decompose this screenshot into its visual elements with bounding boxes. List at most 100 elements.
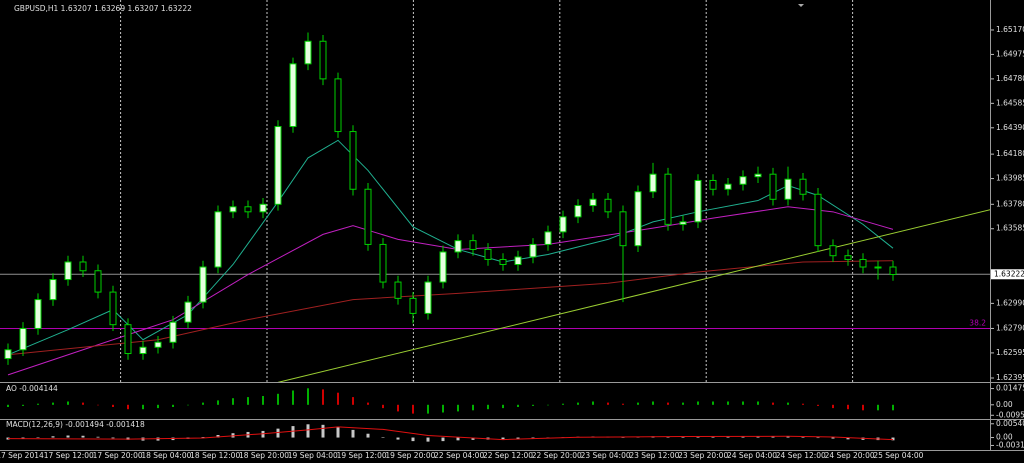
macd-bar [36, 437, 40, 439]
macd-title: MACD(12,26,9) -0.001494 -0.001418 [6, 420, 145, 429]
macd-bar [366, 433, 370, 438]
ao-bar [787, 402, 789, 405]
candle-body [364, 188, 372, 245]
ao-bar [382, 404, 384, 409]
ao-bar [397, 404, 399, 412]
ao-bar [532, 404, 534, 406]
candle-body [844, 255, 852, 260]
candle-body [334, 78, 342, 133]
macd-bar [441, 437, 445, 442]
macd-bar [531, 437, 535, 439]
ao-bar [247, 397, 249, 405]
macd-bar [51, 436, 55, 438]
macd-bar [456, 437, 460, 441]
candle-body [619, 211, 627, 247]
ao-bar [832, 404, 834, 409]
candle-body [529, 243, 537, 258]
y-tick-label: 1.64975 [996, 49, 1024, 58]
ao-bar [187, 404, 189, 406]
macd-bar [321, 424, 325, 438]
macd-bar [771, 436, 775, 438]
candle-body [814, 193, 822, 247]
ao-bar [502, 404, 504, 409]
ao-bar [292, 390, 294, 405]
macd-tick-label: 0.00 [996, 433, 1013, 442]
ao-bar [7, 404, 9, 407]
macd-bar [381, 437, 385, 438]
x-tick-label: 22 Sep 04:00 [434, 451, 484, 460]
ao-bar [607, 402, 609, 405]
candle-body [559, 216, 567, 233]
candle-body [139, 346, 147, 355]
candle-body [199, 266, 207, 303]
x-tick-label: 19 Sep 04:00 [288, 451, 338, 460]
candle-body [574, 205, 582, 218]
macd-bar [411, 437, 415, 442]
ao-bar [82, 402, 84, 405]
candle-body [439, 251, 447, 283]
macd-bar [831, 437, 835, 439]
macd-bar [201, 437, 205, 438]
macd-bar [66, 435, 70, 438]
ao-bar [97, 404, 99, 406]
candle-body [829, 245, 837, 257]
x-tick-label: 24 Sep 04:00 [727, 451, 777, 460]
ao-bar [202, 402, 204, 405]
macd-bar [681, 436, 685, 438]
ao-bar [547, 404, 549, 406]
ao-bar [457, 404, 459, 412]
y-tick-label: 1.64180 [996, 149, 1024, 158]
x-tick-label: 18 Sep 20:00 [239, 451, 289, 460]
candle-body [454, 240, 462, 253]
ao-bar [637, 402, 639, 405]
y-tick-label: 1.63780 [996, 199, 1024, 208]
candle-body [499, 258, 507, 265]
macd-bar [276, 428, 280, 438]
candle-body [874, 266, 882, 269]
macd-bar [396, 437, 400, 440]
candle-body [649, 173, 657, 193]
x-tick-label: 22 Sep 20:00 [532, 451, 582, 460]
x-tick-label: 18 Sep 04:00 [141, 451, 191, 460]
candle-body [409, 297, 417, 314]
ao-bar [172, 404, 174, 407]
ao-bar [757, 401, 759, 405]
ao-bar [112, 404, 114, 407]
x-tick-label: 24 Sep 12:00 [776, 451, 826, 460]
y-tick-label: 1.65170 [996, 25, 1024, 34]
ao-bar [817, 404, 819, 406]
ao-bar [157, 404, 159, 409]
bid-label: 1.63222 [994, 269, 1024, 278]
ao-bar [412, 404, 414, 414]
candle-body [859, 258, 867, 268]
macd-bar [471, 437, 475, 440]
ao-bar [472, 404, 474, 411]
candle-body [544, 231, 552, 245]
ao-bar [862, 404, 864, 411]
ao-bar [727, 401, 729, 405]
macd-bar [306, 424, 310, 438]
macd-bar [786, 436, 790, 438]
ao-bar [217, 400, 219, 405]
y-tick-label: 1.62595 [996, 348, 1024, 357]
macd-tick-label: 0.005409 [996, 419, 1024, 428]
candle-body [379, 243, 387, 283]
candle-body [694, 179, 702, 223]
x-tick-label: 23 Sep 04:00 [581, 451, 631, 460]
x-tick-label: 22 Sep 12:00 [483, 451, 533, 460]
ao-bar [652, 401, 654, 405]
candle-body [799, 178, 807, 195]
ao-bar [22, 404, 24, 406]
ao-bar [712, 401, 714, 405]
macd-bar [96, 436, 100, 438]
candle-body [274, 126, 282, 205]
ao-bar [877, 404, 879, 411]
macd-bar [81, 435, 85, 438]
moving-average [7, 260, 894, 356]
x-tick-label: 19 Sep 20:00 [385, 451, 435, 460]
macd-bar [801, 436, 805, 438]
x-tick-label: 23 Sep 12:00 [629, 451, 679, 460]
shift-marker [798, 4, 804, 7]
macd-bar [216, 435, 220, 438]
